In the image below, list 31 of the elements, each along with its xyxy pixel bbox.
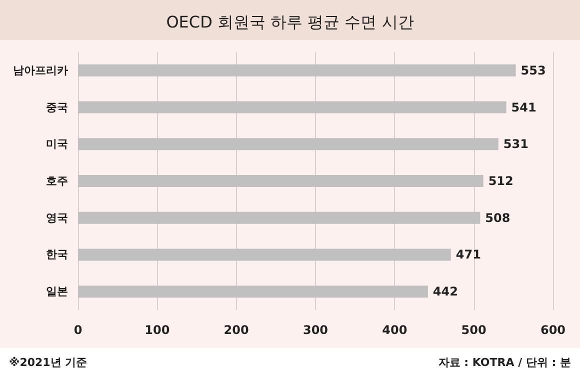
bar [78,175,484,187]
text: ※2021년 기준 [9,356,88,369]
bar [78,138,498,150]
bar [78,64,516,76]
y-tick-label: 한국 [46,248,68,262]
data-label: 471 [456,248,481,262]
x-tick-label: 200 [224,323,249,337]
y-tick-label: 영국 [46,211,68,224]
data-label: 553 [520,63,546,78]
x-tick-label: 400 [382,323,408,337]
bar [78,212,480,224]
y-tick-label: 일본 [46,285,68,298]
x-tick-label: 500 [461,323,486,337]
y-tick-label: 남아프리카 [13,64,68,77]
chart-title: OECD 회원국 하루 평균 수면 시간 [166,12,414,32]
data-label: 508 [485,210,510,225]
x-tick-label: 600 [540,323,566,337]
bar [78,286,428,298]
data-label: 442 [432,284,458,299]
bar [78,101,506,114]
bar [78,248,451,261]
y-tick-label: 호주 [46,174,68,188]
x-tick-label: 0 [74,323,82,337]
y-tick-label: 미국 [46,138,68,151]
x-tick-label: 300 [302,323,328,337]
x-tick-label: 100 [144,323,170,337]
y-tick-label: 중국 [46,100,68,114]
data-label: 512 [488,174,514,188]
data-label: 541 [511,100,536,114]
text: 자료 : KOTRA / 단위 : 분 [438,356,572,369]
data-label: 531 [503,137,528,152]
